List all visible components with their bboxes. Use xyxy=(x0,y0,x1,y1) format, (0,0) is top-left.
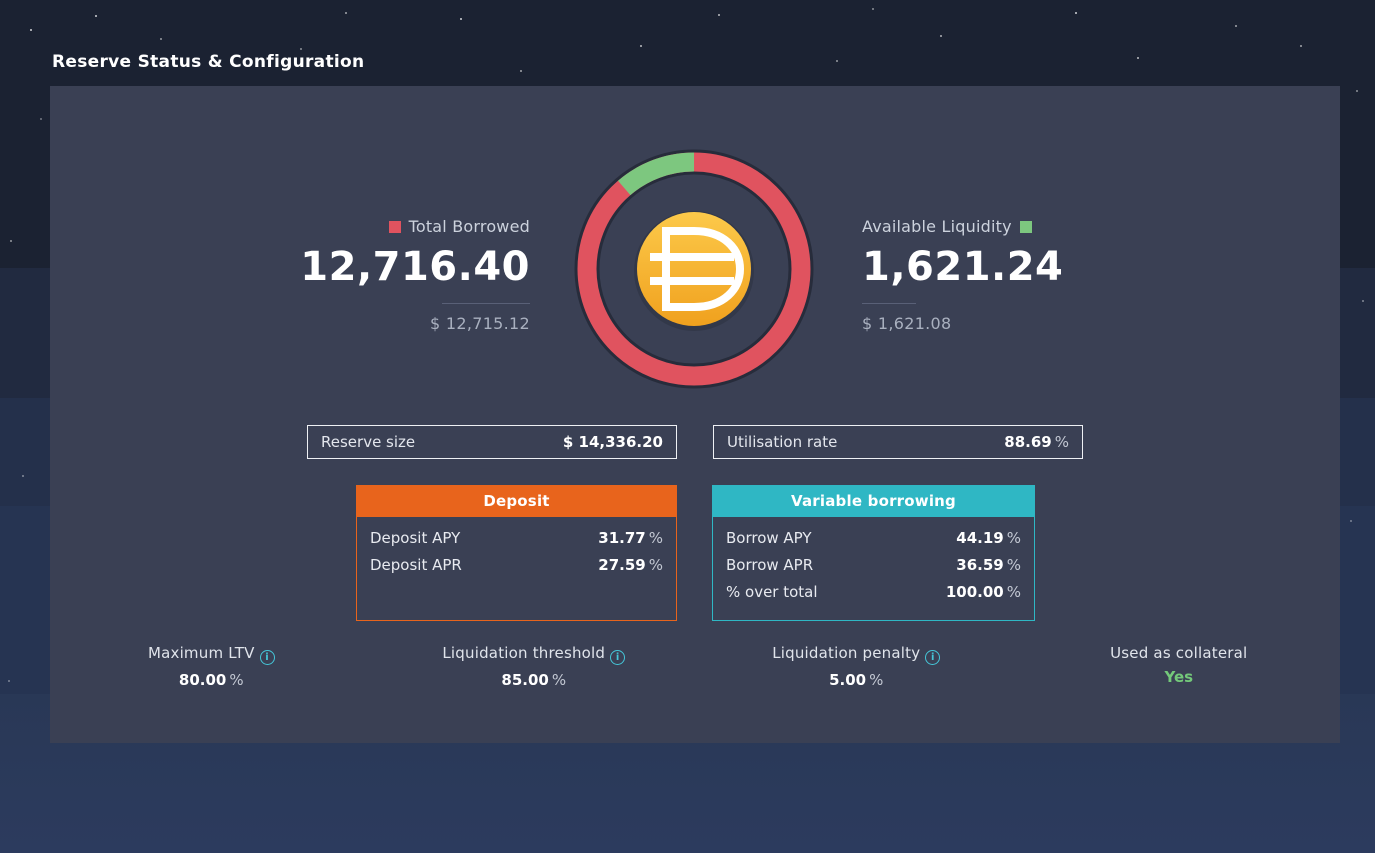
total-borrowed-usd: $ 12,715.12 xyxy=(430,314,530,333)
liquidation-threshold-label-row: Liquidation threshold i xyxy=(373,644,696,665)
deposit-apr-value: 27.59% xyxy=(598,556,663,574)
borrow-apr-label: Borrow APR xyxy=(726,556,814,574)
borrow-apr-value: 36.59% xyxy=(956,556,1021,574)
variable-borrowing-table-header: Variable borrowing xyxy=(712,485,1035,517)
table-row: Borrow APY 44.19% xyxy=(726,529,1021,547)
liquidation-penalty-label-row: Liquidation penalty i xyxy=(695,644,1018,665)
total-borrowed-stat: Total Borrowed 12,716.40 $ 12,715.12 xyxy=(300,217,530,333)
deposit-apy-label: Deposit APY xyxy=(370,529,461,547)
reserve-size-value: $ 14,336.20 xyxy=(562,433,663,451)
info-icon[interactable]: i xyxy=(610,650,626,665)
reserve-size-box: Reserve size $ 14,336.20 xyxy=(307,425,677,459)
available-liquidity-value: 1,621.24 xyxy=(862,244,1064,290)
total-borrowed-label-row: Total Borrowed xyxy=(300,217,530,236)
info-icon[interactable]: i xyxy=(925,650,941,665)
used-as-collateral-value: Yes xyxy=(1164,668,1194,686)
available-liquidity-label-row: Available Liquidity xyxy=(862,217,1063,236)
utilisation-rate-box: Utilisation rate 88.69% xyxy=(713,425,1083,459)
liquidation-threshold-value: 85.00% xyxy=(501,671,567,689)
available-liquidity-stat: Available Liquidity 1,621.24 $ 1,621.08 xyxy=(862,217,1063,333)
deposit-table-header: Deposit xyxy=(356,485,677,517)
divider xyxy=(442,303,530,304)
variable-borrowing-table: Variable borrowing Borrow APY 44.19% Bor… xyxy=(712,485,1035,621)
variable-borrowing-table-body: Borrow APY 44.19% Borrow APR 36.59% % ov… xyxy=(713,517,1034,601)
utilisation-rate-label: Utilisation rate xyxy=(727,433,838,451)
divider xyxy=(862,303,916,304)
donut-liquidity-arc xyxy=(577,152,811,386)
reserve-size-label: Reserve size xyxy=(321,433,416,451)
maximum-ltv-value: 80.00% xyxy=(178,671,244,689)
liquidation-threshold-stat: Liquidation threshold i 85.00% xyxy=(373,644,696,689)
used-as-collateral-stat: Used as collateral Yes xyxy=(1018,644,1341,689)
table-row: Borrow APR 36.59% xyxy=(726,556,1021,574)
stars-decoration xyxy=(0,0,2,2)
deposit-apr-label: Deposit APR xyxy=(370,556,462,574)
available-liquidity-usd: $ 1,621.08 xyxy=(862,314,952,333)
info-icon[interactable]: i xyxy=(259,650,275,665)
liquidation-penalty-stat: Liquidation penalty i 5.00% xyxy=(695,644,1018,689)
table-row: Deposit APY 31.77% xyxy=(370,529,663,547)
deposit-apy-value: 31.77% xyxy=(598,529,663,547)
reserve-status-panel: Total Borrowed 12,716.40 $ 12,715.12 xyxy=(50,86,1340,743)
borrow-apy-value: 44.19% xyxy=(956,529,1021,547)
liquidation-penalty-value: 5.00% xyxy=(829,671,884,689)
page-title: Reserve Status & Configuration xyxy=(52,52,365,72)
total-borrowed-label: Total Borrowed xyxy=(408,217,530,236)
deposit-table-body: Deposit APY 31.77% Deposit APR 27.59% xyxy=(357,517,676,574)
borrow-apy-label: Borrow APY xyxy=(726,529,812,547)
dai-symbol-icon xyxy=(650,227,745,311)
table-row: % over total 100.00% xyxy=(726,583,1021,601)
utilisation-donut-chart xyxy=(574,149,814,389)
percent-over-total-value: 100.00% xyxy=(945,583,1021,601)
table-row: Deposit APR 27.59% xyxy=(370,556,663,574)
deposit-table: Deposit Deposit APY 31.77% Deposit APR 2… xyxy=(356,485,677,621)
borrowed-legend-swatch-icon xyxy=(388,221,401,233)
utilisation-rate-value: 88.69% xyxy=(1004,433,1069,451)
total-borrowed-value: 12,716.40 xyxy=(300,244,530,290)
configuration-row: Maximum LTV i 80.00% Liquidation threshol… xyxy=(50,644,1340,689)
used-as-collateral-label: Used as collateral xyxy=(1110,644,1248,662)
liquidity-legend-swatch-icon xyxy=(1019,221,1032,233)
maximum-ltv-label-row: Maximum LTV i xyxy=(50,644,373,665)
available-liquidity-label: Available Liquidity xyxy=(862,217,1012,236)
percent-over-total-label: % over total xyxy=(726,583,818,601)
maximum-ltv-stat: Maximum LTV i 80.00% xyxy=(50,644,373,689)
